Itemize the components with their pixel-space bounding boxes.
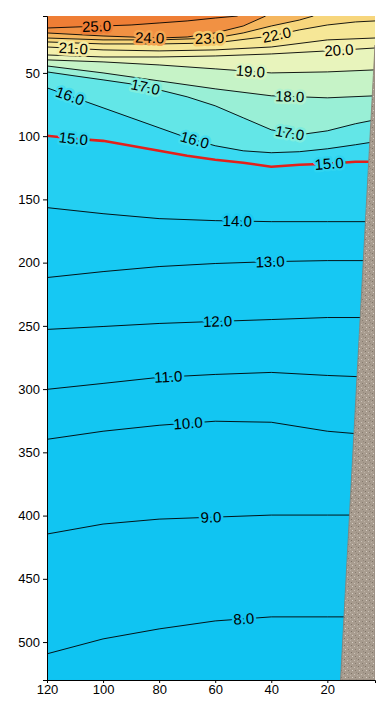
- tick: 120: [37, 680, 59, 697]
- contour-line: [47, 66, 375, 98]
- tick-label: 200: [18, 255, 40, 270]
- band-fill: [47, 16, 375, 680]
- tick: 350: [18, 445, 47, 460]
- tick-label: 100: [93, 682, 115, 697]
- tick: 250: [18, 319, 47, 334]
- contour-line: [47, 261, 375, 278]
- contour-label: 20.0: [324, 41, 354, 60]
- contour-label: 24.0: [135, 28, 165, 46]
- tick-label: 300: [18, 382, 40, 397]
- band-fill: [47, 16, 375, 680]
- band-fill: [47, 66, 375, 680]
- tick: 450: [18, 571, 47, 586]
- contour-label: 10.0: [173, 413, 203, 432]
- tick: 150: [18, 192, 47, 207]
- contour-line: [47, 617, 375, 654]
- band-fill: [47, 21, 375, 680]
- band-fill: [47, 16, 375, 680]
- y-axis: 50 100 150 200 250 300 350 400 450 500: [18, 17, 47, 681]
- background: [47, 16, 375, 680]
- tick: 400: [18, 508, 47, 523]
- plot-area: [47, 16, 375, 680]
- tick-label: 20: [321, 682, 335, 697]
- contour-label: 14.0: [222, 212, 252, 230]
- band-fill: [47, 136, 375, 680]
- contour-line: [47, 16, 238, 28]
- band-fill: [47, 421, 375, 680]
- contour-label: 17.0: [129, 75, 161, 98]
- tick-mark: [43, 326, 47, 327]
- tick-label: 60: [208, 682, 222, 697]
- tick-label: 100: [18, 129, 40, 144]
- tick-label: 40: [265, 682, 279, 697]
- contour-label: 15.0: [314, 154, 344, 173]
- chart: 25.0 24.0 23.0 22.0 21.0 20.0 19.0 18.0 17.0 17.0…: [0, 0, 376, 706]
- tick: 100: [18, 129, 47, 144]
- tick: 80: [152, 680, 166, 697]
- tick: 40: [265, 680, 279, 697]
- tick-mark: [43, 579, 47, 580]
- contour-label: 9.0: [200, 508, 221, 526]
- contour-label: 19.0: [235, 62, 265, 81]
- band-fill: [47, 515, 375, 680]
- contour-label: 23.0: [195, 29, 225, 47]
- contour-line: [47, 372, 375, 389]
- axis-line: [43, 17, 48, 681]
- band-fill: [47, 88, 375, 680]
- contour-line: [47, 60, 375, 73]
- tick-label: 50: [26, 66, 40, 81]
- contour-label: 18.0: [275, 87, 305, 105]
- contour-line: [47, 208, 375, 222]
- tick: 100: [93, 680, 115, 697]
- tick-label: 400: [18, 508, 40, 523]
- contour-label: 13.0: [255, 252, 285, 270]
- tick: 300: [18, 382, 47, 397]
- contour-label: 11.0: [154, 367, 183, 385]
- contour-label: 17.0: [274, 122, 306, 144]
- tick-label: 350: [18, 445, 40, 460]
- contour-label: 21.0: [58, 39, 88, 57]
- band-fill: [47, 261, 375, 680]
- tick-mark: [43, 389, 47, 390]
- tick: 200: [18, 255, 47, 270]
- tick-mark: [43, 199, 47, 200]
- tick: 60: [208, 680, 222, 697]
- band-fill: [47, 38, 375, 680]
- seabed: [341, 45, 375, 680]
- tick-mark: [43, 642, 47, 643]
- tick-label: 120: [37, 682, 59, 697]
- band-fill: [47, 372, 375, 680]
- contour-label: 8.0: [233, 609, 255, 627]
- contour-label: 16.0: [53, 83, 86, 109]
- band-fill: [47, 208, 375, 680]
- contour-line: [47, 72, 375, 135]
- contour-line: [47, 88, 375, 153]
- band-fill: [47, 72, 375, 680]
- tick-label: 500: [18, 635, 40, 650]
- band-fill: [47, 318, 375, 680]
- contour-labels: 25.0 24.0 23.0 22.0 21.0 20.0 19.0 18.0 17.0 17.0…: [53, 17, 354, 628]
- contour-line: [47, 421, 375, 439]
- tick-mark: [43, 516, 47, 517]
- tick-label: 450: [18, 571, 40, 586]
- contour-label: 12.0: [203, 312, 233, 330]
- band-fill: [47, 48, 375, 680]
- tick: 20: [321, 680, 335, 697]
- contour-label: 22.0: [260, 23, 292, 46]
- contour-label: 15.0: [58, 128, 89, 148]
- tick-label: 150: [18, 192, 40, 207]
- tick-label: 80: [152, 682, 166, 697]
- tick-mark: [43, 263, 47, 264]
- tick: 500: [18, 635, 47, 650]
- contour-label: 25.0: [82, 17, 112, 35]
- tick-mark: [43, 452, 47, 453]
- x-axis: 120 100 80 60 40 20: [37, 680, 376, 697]
- tick-mark: [43, 136, 47, 137]
- contour-label: 16.0: [178, 127, 211, 151]
- band-fill: [47, 617, 375, 680]
- tick: 50: [26, 66, 47, 81]
- tick-label: 250: [18, 319, 40, 334]
- tick-mark: [43, 73, 47, 74]
- band-fill: [47, 60, 375, 680]
